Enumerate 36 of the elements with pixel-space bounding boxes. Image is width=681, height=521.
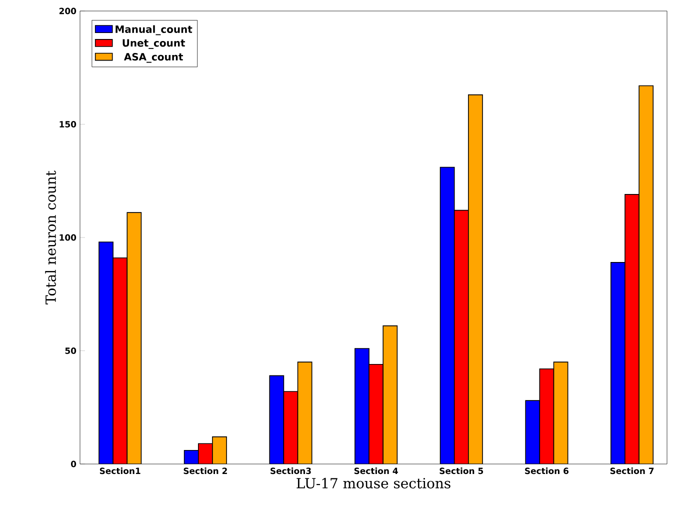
bar xyxy=(212,436,227,464)
bar xyxy=(624,194,640,464)
y-tick-label: 150 xyxy=(60,121,76,128)
bar xyxy=(112,257,128,464)
bar xyxy=(454,210,469,464)
legend-label: Manual_count xyxy=(116,25,192,36)
x-tick-label: Section1 xyxy=(100,468,140,474)
legend-label: ASA_count xyxy=(124,53,183,63)
x-tick-label: Section 2 xyxy=(184,468,227,474)
x-tick-label: Section 6 xyxy=(525,468,568,474)
bar xyxy=(283,391,298,464)
bar xyxy=(553,362,568,464)
bar xyxy=(269,375,284,464)
legend-label: Unet_count xyxy=(122,39,186,49)
bar xyxy=(525,400,540,464)
bar xyxy=(98,242,114,464)
y-tick-label: 100 xyxy=(60,234,76,241)
y-tick-label: 0 xyxy=(70,460,76,468)
bar xyxy=(382,325,398,464)
bar xyxy=(297,362,312,464)
x-tick-label: Section 4 xyxy=(354,468,398,474)
bar xyxy=(638,85,654,464)
x-axis-title: LU-17 mouse sections xyxy=(296,478,450,488)
bar xyxy=(126,212,142,464)
bar xyxy=(610,262,626,464)
y-axis-title: Total neuron count xyxy=(45,170,56,304)
x-tick-label: Section3 xyxy=(270,468,311,474)
bar xyxy=(468,94,483,464)
x-tick-label: Section 7 xyxy=(610,468,654,474)
y-tick-label: 200 xyxy=(59,8,76,14)
bar xyxy=(539,368,554,464)
bar xyxy=(368,364,384,464)
y-tick-label: 50 xyxy=(65,348,76,354)
bar xyxy=(440,166,455,464)
bar xyxy=(354,348,370,464)
x-tick-label: Section 5 xyxy=(440,468,484,474)
